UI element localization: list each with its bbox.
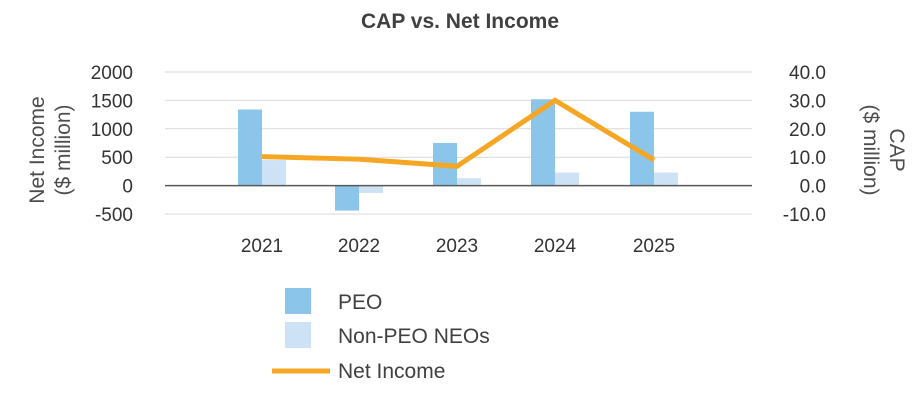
- left-tick-label: 0: [122, 177, 133, 198]
- left-axis-title-line2: ($ million): [52, 104, 75, 195]
- x-tick-label-2023: 2023: [436, 236, 478, 257]
- left-tick-label: 500: [101, 148, 133, 169]
- x-tick-label-2025: 2025: [633, 236, 675, 257]
- right-tick-label: 10.0: [789, 148, 826, 169]
- legend-label-net-income: Net Income: [338, 360, 445, 383]
- bar-non-peo-neos-2023: [457, 178, 481, 186]
- left-axis-ticks: -500 0 500 1000 1500 2000: [91, 63, 133, 226]
- right-axis-title-line2: ($ million): [859, 104, 882, 195]
- legend-swatch-peo: [285, 288, 311, 314]
- legend-swatch-non-peo: [285, 322, 311, 348]
- x-tick-label-2021: 2021: [241, 236, 283, 257]
- bars: [238, 99, 678, 211]
- right-axis-title-line1: CAP: [885, 128, 908, 171]
- right-axis-title: CAP ($ million): [859, 104, 908, 195]
- left-axis-title-line1: Net Income: [26, 96, 49, 203]
- right-tick-label: 40.0: [789, 63, 826, 84]
- legend-label-peo: PEO: [338, 291, 382, 314]
- x-tick-label-2024: 2024: [534, 236, 577, 257]
- bar-non-peo-neos-2021: [262, 160, 286, 186]
- bar-peo-2022: [335, 185, 359, 211]
- left-tick-label: -500: [95, 205, 133, 226]
- right-tick-label: 0.0: [800, 177, 826, 198]
- left-tick-label: 2000: [91, 63, 133, 84]
- legend-label-non-peo: Non-PEO NEOs: [338, 325, 490, 348]
- chart-title: CAP vs. Net Income: [361, 10, 559, 33]
- bar-non-peo-neos-2022: [359, 185, 383, 193]
- right-tick-label: 30.0: [789, 91, 826, 112]
- left-axis-title: Net Income ($ million): [26, 96, 75, 203]
- bar-non-peo-neos-2025: [654, 172, 678, 186]
- x-axis-ticks: 2021 2022 2023 2024 2025: [241, 236, 675, 257]
- right-tick-label: 20.0: [789, 120, 826, 141]
- bar-peo-2021: [238, 109, 262, 186]
- left-tick-label: 1500: [91, 91, 133, 112]
- right-axis-ticks: -10.0 0.0 10.0 20.0 30.0 40.0: [783, 63, 826, 226]
- legend: PEO Non-PEO NEOs Net Income: [272, 288, 490, 383]
- left-tick-label: 1000: [91, 120, 133, 141]
- right-tick-label: -10.0: [783, 205, 826, 226]
- bar-non-peo-neos-2024: [555, 172, 579, 186]
- net-income-line: [261, 97, 656, 169]
- x-tick-label-2022: 2022: [338, 236, 380, 257]
- line-net-income: [261, 97, 656, 169]
